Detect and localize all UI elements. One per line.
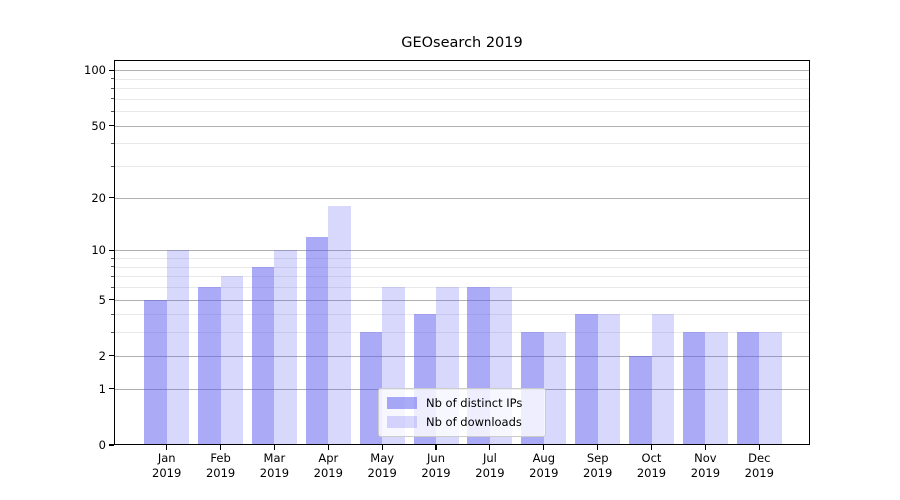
x-tick-dec xyxy=(758,445,760,450)
y-tick-0 xyxy=(109,444,114,446)
y-minortick-40 xyxy=(111,143,114,144)
legend-item-distinct-ips: Nb of distinct IPs xyxy=(387,396,545,410)
y-tick-5 xyxy=(109,298,114,301)
x-tick-label-may: May 2019 xyxy=(367,451,397,480)
bar-downloads-feb xyxy=(220,276,244,445)
y-tick-label-5: 5 xyxy=(98,292,106,307)
gridline-minor-7 xyxy=(114,276,810,278)
x-tick-oct xyxy=(650,445,653,450)
gridline-minor-3 xyxy=(114,332,810,334)
y-tick-label-2: 2 xyxy=(98,348,106,363)
x-tick-jun xyxy=(435,445,437,450)
y-minortick-3 xyxy=(111,332,114,333)
legend-swatch-distinct-ips xyxy=(387,397,417,409)
y-tick-1 xyxy=(109,388,114,390)
y-tick-50 xyxy=(109,125,114,127)
gridline-minor-60 xyxy=(114,111,810,113)
gridline-minor-6 xyxy=(114,287,810,288)
gridline-major-2 xyxy=(114,355,810,357)
gridline-minor-70 xyxy=(114,98,810,100)
x-tick-label-dec: Dec 2019 xyxy=(744,451,774,480)
x-tick-aug xyxy=(543,445,545,450)
gridline-major-10 xyxy=(114,250,810,252)
x-tick-sep xyxy=(597,445,599,450)
y-tick-2 xyxy=(109,355,114,357)
bar-ips-may xyxy=(359,332,383,445)
gridline-major-100 xyxy=(114,70,810,72)
bar-ips-mar xyxy=(251,266,275,445)
x-tick-label-sep: Sep 2019 xyxy=(583,451,613,480)
bar-downloads-mar xyxy=(274,250,297,445)
bar-downloads-apr xyxy=(328,205,351,445)
gridline-minor-40 xyxy=(114,143,810,145)
y-minortick-4 xyxy=(111,313,114,315)
y-tick-10 xyxy=(109,249,114,251)
gridline-major-5 xyxy=(114,299,810,301)
y-minortick-9 xyxy=(111,257,114,259)
y-minortick-80 xyxy=(111,87,114,89)
x-tick-feb xyxy=(220,445,222,450)
legend-item-downloads: Nb of downloads xyxy=(387,415,545,429)
bar-downloads-aug xyxy=(543,332,567,445)
y-tick-label-10: 10 xyxy=(91,243,106,258)
bar-ips-nov xyxy=(682,332,706,445)
gridline-major-50 xyxy=(114,125,810,127)
gridline-minor-9 xyxy=(114,258,810,259)
legend-label-distinct-ips: Nb of distinct IPs xyxy=(426,396,523,410)
bar-downloads-nov xyxy=(705,332,728,445)
chart-title: GEOsearch 2019 xyxy=(401,35,523,51)
x-tick-nov xyxy=(704,445,706,450)
bar-ips-sep xyxy=(575,314,598,445)
x-tick-apr xyxy=(327,445,329,450)
x-tick-label-apr: Apr 2019 xyxy=(313,451,343,480)
bar-ips-apr xyxy=(305,236,329,445)
y-tick-label-100: 100 xyxy=(84,63,106,78)
y-tick-label-1: 1 xyxy=(98,381,106,396)
gridline-major-20 xyxy=(114,197,810,199)
x-tick-label-aug: Aug 2019 xyxy=(529,451,559,480)
x-tick-label-nov: Nov 2019 xyxy=(690,451,721,480)
y-tick-100 xyxy=(109,69,114,71)
y-tick-20 xyxy=(109,197,114,199)
legend-swatch-downloads xyxy=(387,416,417,428)
gridline-minor-90 xyxy=(114,78,810,80)
y-tick-label-0: 0 xyxy=(98,438,106,452)
bar-ips-feb xyxy=(198,287,221,445)
y-minortick-70 xyxy=(111,98,114,100)
y-minortick-8 xyxy=(111,266,114,267)
bar-ips-oct xyxy=(629,355,652,445)
legend-label-downloads: Nb of downloads xyxy=(426,415,522,429)
bar-downloads-dec xyxy=(759,332,782,445)
bar-downloads-sep xyxy=(597,314,621,445)
y-tick-label-20: 20 xyxy=(91,190,106,205)
y-minortick-60 xyxy=(111,110,114,112)
legend: Nb of distinct IPs Nb of downloads xyxy=(378,388,546,437)
y-minortick-30 xyxy=(111,165,114,167)
gridline-minor-80 xyxy=(114,88,810,90)
x-tick-label-jun: Jun 2019 xyxy=(421,451,451,480)
bar-downloads-jan xyxy=(166,250,190,445)
y-minortick-90 xyxy=(111,78,114,80)
x-tick-label-oct: Oct 2019 xyxy=(636,451,667,480)
gridline-minor-4 xyxy=(114,314,810,316)
x-tick-may xyxy=(381,445,383,450)
bar-downloads-oct xyxy=(651,314,674,445)
gridline-minor-30 xyxy=(114,166,810,168)
y-minortick-7 xyxy=(111,275,114,277)
x-tick-label-jan: Jan 2019 xyxy=(152,451,182,480)
x-tick-label-jul: Jul 2019 xyxy=(475,451,505,480)
bar-ips-jan xyxy=(144,299,167,445)
x-tick-label-mar: Mar 2019 xyxy=(259,451,290,480)
x-tick-mar xyxy=(273,445,275,450)
y-tick-label-50: 50 xyxy=(91,118,106,133)
y-minortick-6 xyxy=(111,286,114,288)
bar-ips-dec xyxy=(736,332,760,445)
gridline-minor-8 xyxy=(114,266,810,268)
x-tick-jul xyxy=(489,445,491,450)
x-tick-jan xyxy=(166,445,168,450)
x-tick-label-feb: Feb 2019 xyxy=(205,451,236,480)
